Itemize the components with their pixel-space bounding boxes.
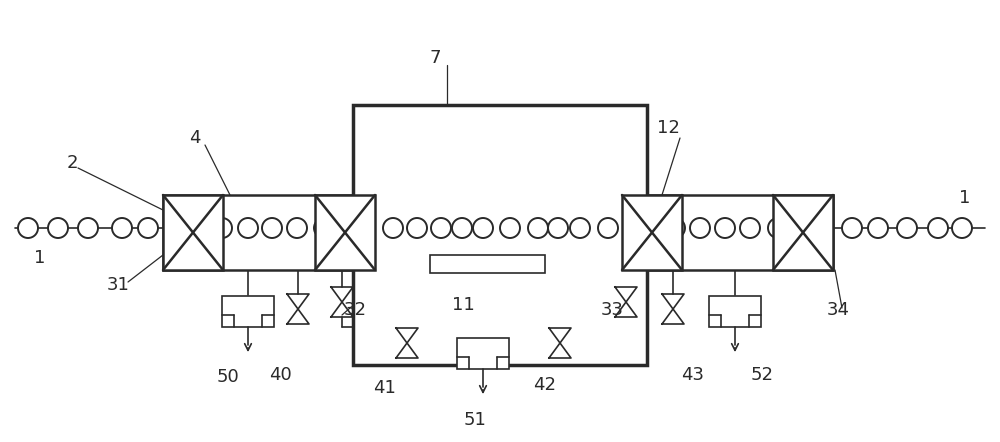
Text: 34: 34: [826, 301, 850, 319]
Text: 50: 50: [217, 368, 239, 386]
Circle shape: [665, 218, 685, 238]
Text: 32: 32: [344, 301, 366, 319]
Bar: [457, 338, 509, 369]
Circle shape: [690, 218, 710, 238]
Bar: [163, 195, 223, 270]
Text: 42: 42: [534, 376, 556, 394]
Circle shape: [768, 218, 788, 238]
Circle shape: [431, 218, 451, 238]
Bar: [163, 195, 375, 270]
Text: 40: 40: [269, 366, 291, 384]
Bar: [773, 195, 833, 270]
Circle shape: [287, 218, 307, 238]
Circle shape: [18, 218, 38, 238]
Bar: [222, 296, 274, 327]
Text: 31: 31: [107, 276, 129, 294]
Circle shape: [340, 218, 360, 238]
Circle shape: [238, 218, 258, 238]
Circle shape: [928, 218, 948, 238]
Bar: [353, 105, 647, 365]
Text: 2: 2: [66, 154, 78, 172]
Circle shape: [548, 218, 568, 238]
Circle shape: [528, 218, 548, 238]
Text: 1: 1: [959, 189, 971, 207]
Circle shape: [407, 218, 427, 238]
Circle shape: [452, 218, 472, 238]
Text: 4: 4: [189, 129, 201, 147]
Text: 41: 41: [374, 379, 396, 397]
Circle shape: [138, 218, 158, 238]
Text: 33: 33: [600, 301, 624, 319]
Text: 52: 52: [750, 366, 774, 384]
Bar: [430, 255, 545, 273]
Circle shape: [48, 218, 68, 238]
Circle shape: [897, 218, 917, 238]
Circle shape: [473, 218, 493, 238]
Text: 51: 51: [464, 411, 486, 429]
Circle shape: [640, 218, 660, 238]
Text: 11: 11: [452, 296, 474, 314]
Text: 1: 1: [34, 249, 46, 267]
Circle shape: [868, 218, 888, 238]
Circle shape: [112, 218, 132, 238]
Text: 7: 7: [429, 49, 441, 67]
Bar: [622, 195, 833, 270]
Circle shape: [570, 218, 590, 238]
Text: 43: 43: [682, 366, 704, 384]
Circle shape: [952, 218, 972, 238]
Circle shape: [842, 218, 862, 238]
Circle shape: [740, 218, 760, 238]
Circle shape: [715, 218, 735, 238]
Circle shape: [500, 218, 520, 238]
Circle shape: [262, 218, 282, 238]
Bar: [315, 195, 375, 270]
Bar: [622, 195, 682, 270]
Circle shape: [212, 218, 232, 238]
Circle shape: [598, 218, 618, 238]
Text: 12: 12: [657, 119, 679, 137]
Bar: [709, 296, 761, 327]
Circle shape: [314, 218, 334, 238]
Circle shape: [383, 218, 403, 238]
Circle shape: [78, 218, 98, 238]
